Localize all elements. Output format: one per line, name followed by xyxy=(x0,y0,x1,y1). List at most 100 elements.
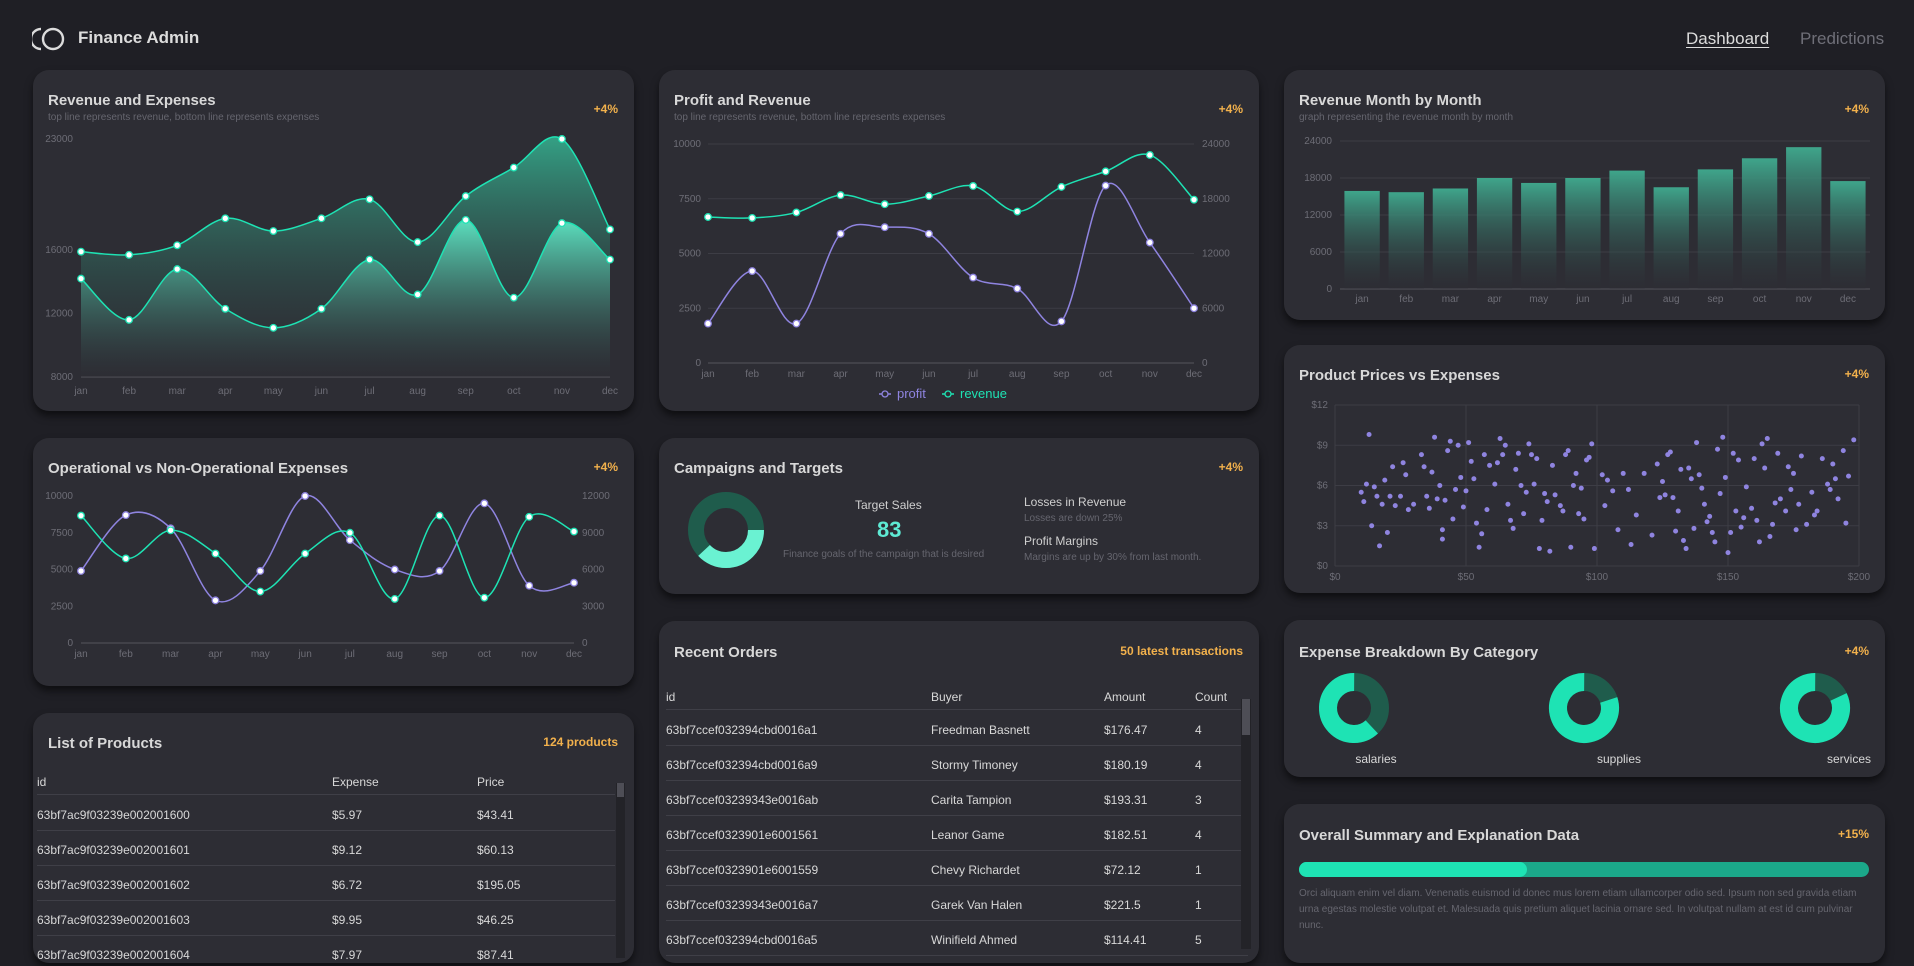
order-row[interactable]: 63bf7ccef03239343e0016ab Carita Tampion $1… xyxy=(666,781,1248,816)
order-cell-amount: $182.51 xyxy=(1104,828,1148,842)
orders-scrollbar[interactable] xyxy=(1241,699,1251,949)
order-cell-id: 63bf7ccef0323901e6001559 xyxy=(666,863,819,877)
nav-predictions[interactable]: Predictions xyxy=(1800,29,1885,48)
product-header-price[interactable]: Price xyxy=(477,775,505,789)
products-scrollbar-thumb[interactable] xyxy=(617,783,624,797)
revenue-point xyxy=(1101,167,1110,176)
scatter-point xyxy=(1502,442,1508,448)
products-card: List of Products 124 products id Expense P… xyxy=(33,713,634,963)
profit-point xyxy=(792,319,801,328)
product-row[interactable]: 63bf7ac9f03239e002001601 $9.12 $60.13 xyxy=(37,831,615,866)
order-row[interactable]: 63bf7ccef0323901e6001561 Leanor Game $182.… xyxy=(666,816,1248,851)
x-tick-label: jun xyxy=(314,386,328,397)
order-cell-id: 63bf7ccef032394cbd0016a5 xyxy=(666,933,818,947)
product-cell-id: 63bf7ac9f03239e002001604 xyxy=(37,948,190,962)
scatter-point xyxy=(1390,464,1396,470)
scatter-point xyxy=(1628,542,1634,548)
scatter-point xyxy=(1458,474,1464,480)
expenses-point xyxy=(269,323,278,332)
expenses-point xyxy=(365,255,374,264)
scatter-point xyxy=(1772,500,1778,506)
product-row[interactable]: 63bf7ac9f03239e002001604 $7.97 $87.41 xyxy=(37,936,615,966)
order-row[interactable]: 63bf7ccef03239343e0016a7 Garek Van Halen $… xyxy=(666,886,1248,921)
x-tick-label: feb xyxy=(119,649,133,660)
scatter-point xyxy=(1793,527,1799,533)
scatter-point xyxy=(1466,440,1472,446)
product-row[interactable]: 63bf7ac9f03239e002001600 $5.97 $43.41 xyxy=(37,796,615,831)
x-tick-label: jul xyxy=(967,369,978,380)
scatter-point xyxy=(1492,481,1498,487)
product-header-id[interactable]: id xyxy=(37,775,47,789)
scatter-point xyxy=(1767,533,1773,539)
scatter-point xyxy=(1563,452,1569,458)
product-row[interactable]: 63bf7ac9f03239e002001602 $6.72 $195.05 xyxy=(37,866,615,901)
y-right-tick-label: 9000 xyxy=(582,528,605,539)
scatter-point xyxy=(1429,469,1435,475)
order-row[interactable]: 63bf7ccef032394cbd0016a5 Winifield Ahmed $… xyxy=(666,921,1248,956)
x-tick-label: dec xyxy=(566,649,582,660)
y-tick-label: $6 xyxy=(1317,481,1329,492)
non-operational-point xyxy=(525,512,534,521)
y-left-tick-label: 2500 xyxy=(51,601,74,612)
scatter-point xyxy=(1434,496,1440,502)
nav-dashboard[interactable]: Dashboard xyxy=(1686,29,1770,48)
scatter-point xyxy=(1796,501,1802,507)
product-row[interactable]: 63bf7ac9f03239e002001603 $9.95 $46.25 xyxy=(37,901,615,936)
product-header-expense[interactable]: Expense xyxy=(332,775,379,789)
x-tick-label: jul xyxy=(344,649,355,660)
scatter-point xyxy=(1468,458,1474,464)
scatter-point xyxy=(1788,487,1794,493)
app-title: Finance Admin xyxy=(78,28,200,47)
product-cell-expense: $7.97 xyxy=(332,948,363,962)
order-header-id[interactable]: id xyxy=(666,690,676,704)
product-cell-expense: $9.12 xyxy=(332,843,363,857)
order-header-buyer[interactable]: Buyer xyxy=(931,690,963,704)
scatter-point xyxy=(1377,543,1383,549)
x-tick-label: apr xyxy=(833,369,848,380)
scatter-point xyxy=(1589,441,1595,447)
y-tick-label: 24000 xyxy=(1304,136,1332,147)
y-right-tick-label: 12000 xyxy=(1202,249,1230,260)
x-tick-label: oct xyxy=(478,649,492,660)
order-header-count[interactable]: Count xyxy=(1195,690,1228,704)
x-tick-label: oct xyxy=(1753,294,1767,305)
order-row[interactable]: 63bf7ccef0323901e6001559 Chevy Richardet $… xyxy=(666,851,1248,886)
card-title: Overall Summary and Explanation Data xyxy=(1299,827,1580,844)
operational-point xyxy=(525,581,534,590)
scatter-point xyxy=(1578,485,1584,491)
target-sales-value: 83 xyxy=(877,517,902,542)
y-right-tick-label: 0 xyxy=(582,638,588,649)
orders-scrollbar-thumb[interactable] xyxy=(1242,699,1250,735)
order-row[interactable]: 63bf7ccef032394cbd0016a1 Freedman Basnett… xyxy=(666,711,1248,746)
card-badge: 50 latest transactions xyxy=(1120,644,1243,658)
y-tick-label: 8000 xyxy=(51,372,74,383)
y-right-tick-label: 18000 xyxy=(1202,194,1230,205)
scatter-point xyxy=(1811,512,1817,518)
scatter-point xyxy=(1476,544,1482,550)
order-header-amount[interactable]: Amount xyxy=(1104,690,1146,704)
profit-point xyxy=(1013,284,1022,293)
bar-jan xyxy=(1344,190,1380,289)
scatter-point xyxy=(1602,503,1608,509)
x-tick-label: sep xyxy=(1053,369,1070,380)
x-tick-label: feb xyxy=(745,369,759,380)
margins-title: Profit Margins xyxy=(1024,534,1099,548)
y-tick-label: 23000 xyxy=(45,134,73,145)
card-title: Revenue Month by Month xyxy=(1299,92,1482,109)
x-tick-label: sep xyxy=(1707,294,1724,305)
revenue-point xyxy=(836,191,845,200)
y-tick-label: 18000 xyxy=(1304,173,1332,184)
order-row[interactable]: 63bf7ccef032394cbd0016a9 Stormy Timoney $1… xyxy=(666,746,1248,781)
scatter-point xyxy=(1484,507,1490,513)
x-tick-label: $200 xyxy=(1848,572,1871,583)
y-tick-label: $9 xyxy=(1317,440,1329,451)
scatter-point xyxy=(1382,477,1388,483)
scatter-point xyxy=(1599,472,1605,478)
products-scrollbar[interactable] xyxy=(616,783,625,958)
scatter-point xyxy=(1709,529,1715,535)
summary-progress-fill xyxy=(1299,862,1527,877)
scatter-point xyxy=(1743,484,1749,490)
scatter-point xyxy=(1749,505,1755,511)
y-tick-label: $12 xyxy=(1311,400,1328,411)
y-left-tick-label: 10000 xyxy=(673,139,701,150)
